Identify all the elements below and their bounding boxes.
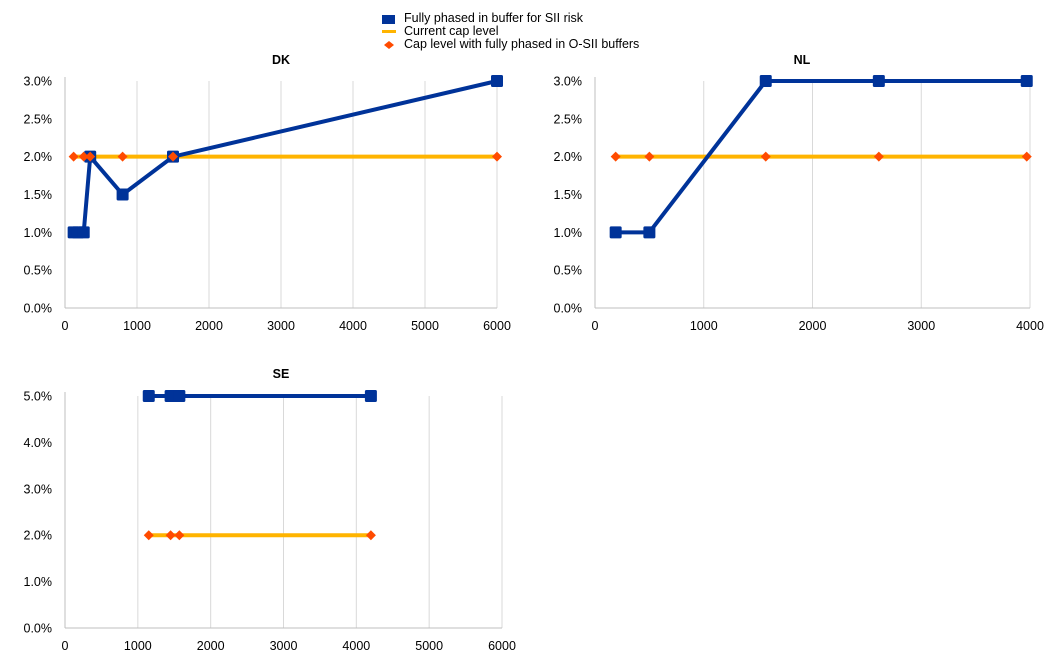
data-point-osii-cap [873,151,884,162]
x-tick-label: 5000 [415,639,443,653]
data-point-osii-cap [168,151,178,162]
y-tick-label: 3.0% [554,75,583,89]
chart-title: DK [272,53,290,67]
data-point-sii-buffer [872,75,885,87]
y-tick-label: 0.5% [24,264,53,278]
chart-title: NL [794,53,811,67]
data-point-osii-cap [760,151,771,162]
y-tick-label: 2.5% [554,112,583,126]
y-tick-label: 1.0% [554,226,583,240]
legend-label: Fully phased in buffer for SII risk [404,11,584,25]
y-tick-label: 0.0% [554,302,583,316]
y-tick-label: 3.0% [24,75,53,89]
y-tick-label: 4.0% [24,436,53,450]
data-point-osii-cap [78,151,89,162]
chart-se: 0 1000 2000 3000 4000 5000 6000 0.0% 1.0% 2.0% 3.0… [24,367,516,653]
chart-dk: 0 1000 2000 3000 4000 5000 6000 0.0% 0.5% 1.0% 1.5… [24,53,511,333]
data-point-sii-buffer [116,188,129,201]
x-tick-label: 5000 [411,319,439,333]
data-point-osii-cap [610,151,621,162]
x-tick-label: 0 [592,319,599,333]
data-point-sii-buffer [77,226,90,239]
y-tick-label: 1.5% [24,188,53,202]
data-point-osii-cap [365,530,376,541]
x-tick-label: 2000 [197,639,225,653]
data-point-sii-buffer [364,390,377,402]
x-tick-label: 4000 [1016,319,1044,333]
data-point-osii-cap [117,151,128,162]
legend-label: Cap level with fully phased in O-SII buf… [404,37,640,51]
x-tick-label: 2000 [195,319,223,333]
x-tick-label: 6000 [488,639,516,653]
x-tick-label: 3000 [270,639,298,653]
legend-square-marker [382,15,395,24]
x-tick-label: 1000 [690,319,718,333]
x-tick-label: 2000 [799,319,827,333]
y-tick-label: 1.0% [24,575,53,589]
y-tick-label: 1.0% [24,226,53,240]
x-tick-label: 0 [62,319,69,333]
x-tick-label: 1000 [124,639,152,653]
y-tick-label: 5.0% [24,390,53,404]
data-point-sii-buffer [173,390,186,402]
y-tick-label: 2.0% [554,150,583,164]
legend-label: Current cap level [404,24,499,38]
data-point-sii-buffer [491,75,503,87]
y-tick-label: 2.5% [24,112,53,126]
data-point-osii-cap [68,151,79,162]
x-tick-label: 3000 [267,319,295,333]
chart-title: SE [273,367,290,381]
data-point-osii-cap [165,530,176,541]
legend-line-marker [382,30,396,33]
y-tick-label: 2.0% [24,150,53,164]
data-point-osii-cap [1021,151,1032,162]
data-point-sii-buffer [142,390,155,402]
legend-diamond-marker [384,41,394,49]
x-tick-label: 6000 [483,319,511,333]
y-tick-label: 3.0% [24,482,53,496]
chart-nl: 0 1000 2000 3000 4000 0.0% 0.5% 1.0% 1.5% 2.0% 2.5… [554,53,1044,333]
x-tick-label: 0 [62,639,69,653]
x-tick-label: 4000 [339,319,367,333]
y-tick-label: 2.0% [24,529,53,543]
x-tick-label: 1000 [123,319,151,333]
data-point-sii-buffer [643,226,656,239]
data-point-osii-cap [492,151,502,162]
data-point-sii-buffer [759,75,772,87]
chart-legend: Fully phased in buffer for SII risk Curr… [380,8,800,58]
data-point-sii-buffer [609,226,622,239]
y-tick-label: 0.5% [554,264,583,278]
x-tick-label: 3000 [907,319,935,333]
data-point-osii-cap [85,151,96,162]
data-point-sii-buffer [1020,75,1033,87]
data-point-osii-cap [644,151,655,162]
y-tick-label: 0.0% [24,622,53,636]
y-tick-label: 1.5% [554,188,583,202]
data-point-osii-cap [174,530,185,541]
y-tick-label: 0.0% [24,302,53,316]
x-tick-label: 4000 [342,639,370,653]
data-point-osii-cap [143,530,154,541]
